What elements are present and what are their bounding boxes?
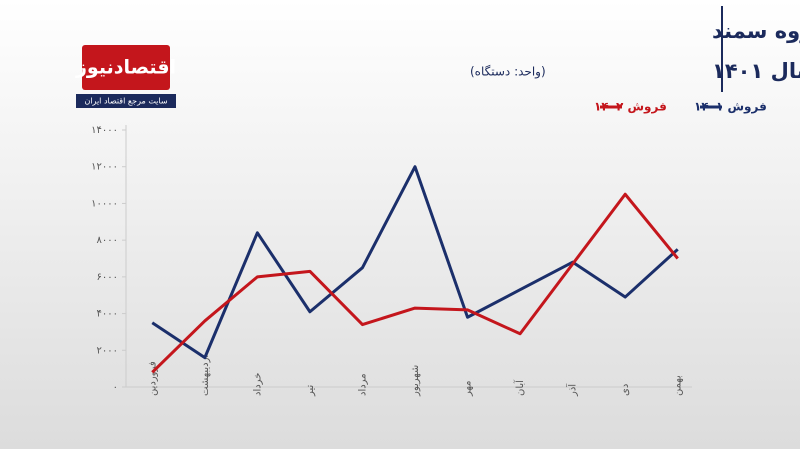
y-tick-label: ۱۰۰۰۰	[91, 198, 118, 209]
y-tick-label: ۴۰۰۰	[97, 309, 118, 320]
y-tick-label: ۱۴۰۰۰	[91, 125, 118, 136]
x-tick-label: بهمن	[673, 375, 684, 396]
x-tick-label: مهر	[463, 381, 474, 397]
legend-label: فروش ۱۴۰۲	[594, 100, 667, 115]
logo-tagline: سایت مرجع اقتصاد ایران	[84, 97, 167, 106]
x-tick-label: آبان	[513, 379, 526, 396]
y-tick-label: ۶۰۰۰	[97, 272, 118, 283]
chart-subtitle: در سال ۱۴۰۲ با سال ۱۴۰۱	[712, 59, 800, 83]
x-tick-label: دی	[620, 384, 631, 396]
y-tick-label: ۰	[113, 382, 118, 393]
y-tick-label: ۸۰۰۰	[97, 235, 118, 246]
y-tick-label: ۱۲۰۰۰	[91, 162, 118, 173]
series-line	[151, 192, 679, 374]
series-line	[151, 165, 679, 360]
x-tick-label: تیر	[305, 384, 316, 397]
logo-box	[82, 45, 170, 90]
x-tick-label: مرداد	[357, 373, 368, 396]
unit-note: (واحد: دستگاه)	[470, 65, 546, 80]
x-tick-label: خرداد	[252, 373, 263, 396]
x-tick-label: شهریور	[410, 365, 421, 397]
x-tick-label: فروردین	[147, 361, 158, 396]
logo-tag-box	[76, 94, 176, 108]
x-tick-label: آذر	[566, 383, 579, 397]
y-tick-label: ۲۰۰۰	[97, 345, 118, 356]
legend-label: فروش ۱۴۰۱	[694, 100, 767, 115]
chart-title: مقایسه روند فروش ماهانه گروه سمند	[712, 18, 800, 43]
x-tick-label: اردیبهشت	[200, 355, 211, 396]
logo-name: اقتصادنیوز	[75, 57, 176, 79]
